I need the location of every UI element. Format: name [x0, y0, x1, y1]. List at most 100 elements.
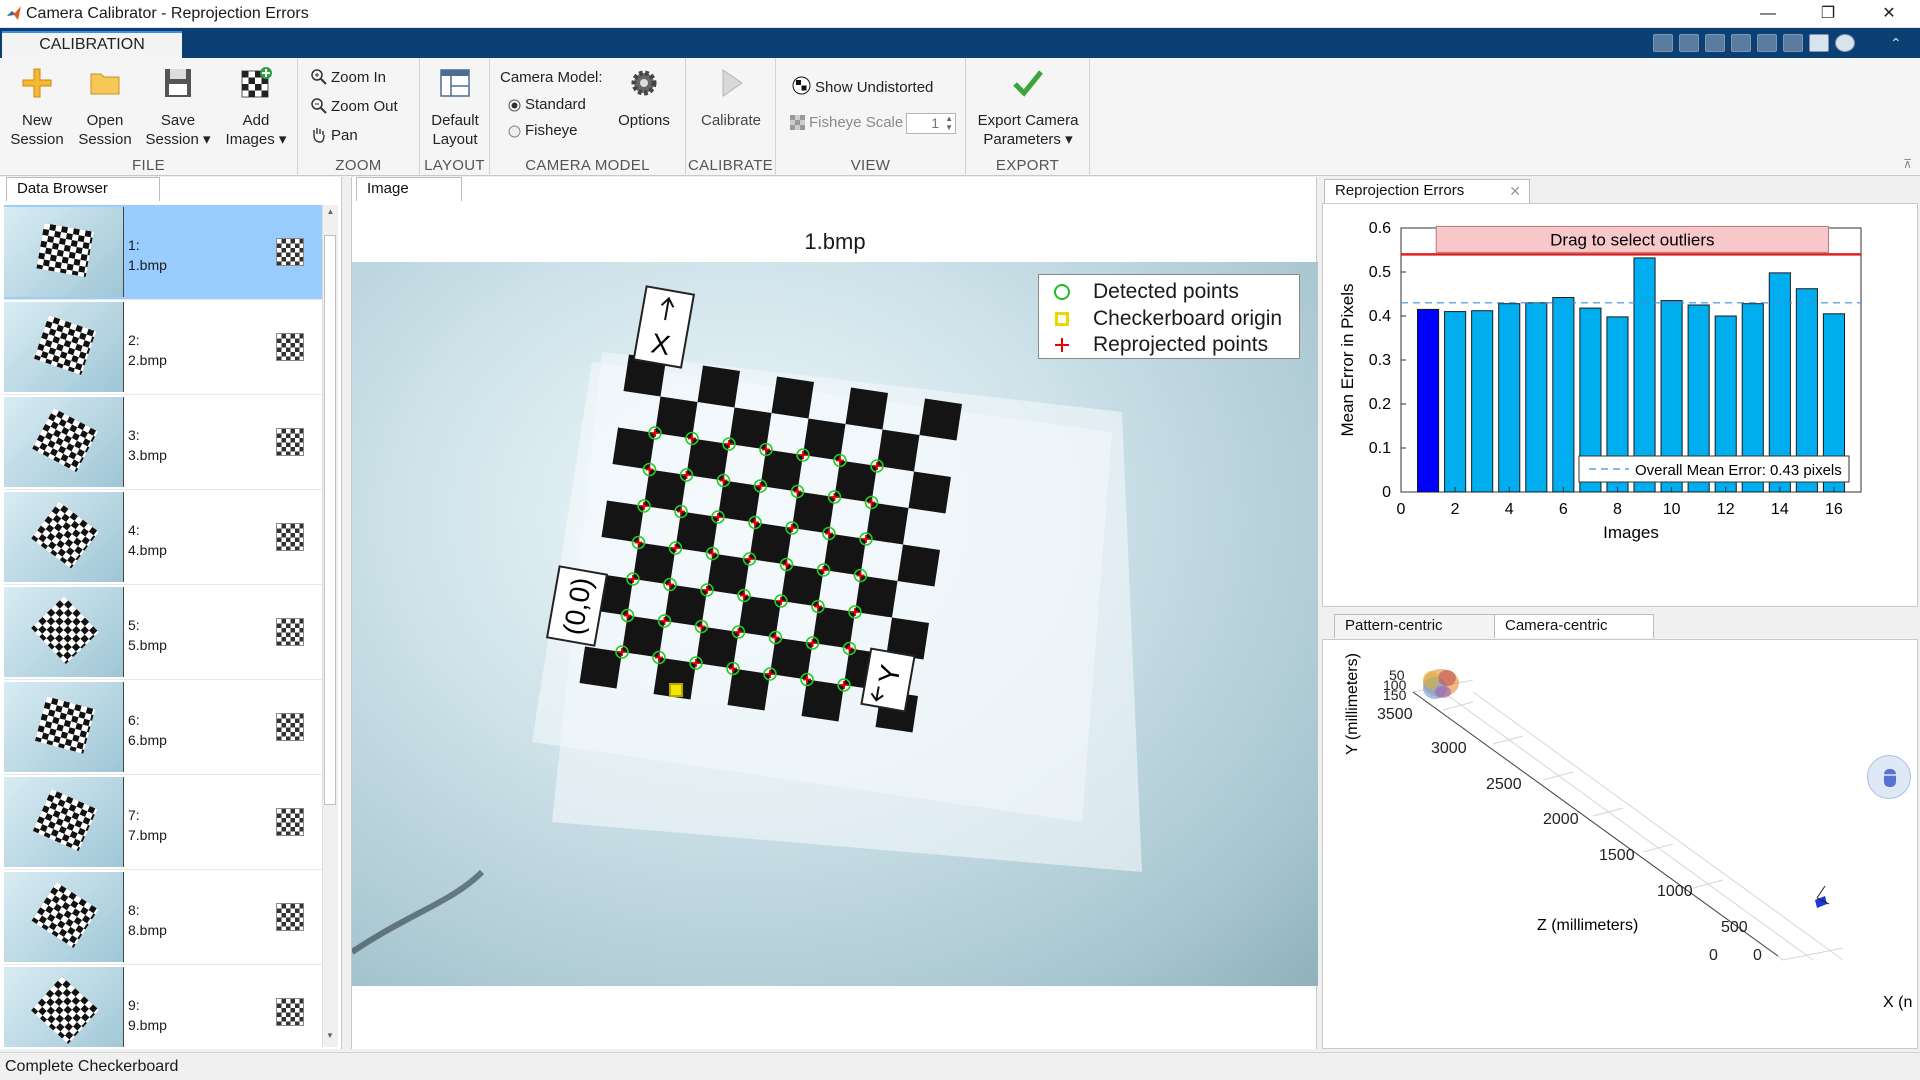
extrinsics-z-label: Z (millimeters) — [1537, 917, 1638, 934]
radio-selected-icon — [508, 99, 521, 112]
list-item[interactable]: 4: 4.bmp — [4, 490, 322, 585]
open-session-button[interactable]: Open Session — [74, 66, 136, 149]
x-tick-label: 16 — [1825, 501, 1843, 518]
scroll-up-icon[interactable]: ▲ — [326, 207, 335, 216]
outlier-label: Drag to select outliers — [1550, 230, 1714, 249]
collapse-ribbon-icon[interactable]: ⌃ — [1890, 35, 1902, 51]
mean-legend-text: Overall Mean Error: 0.43 pixels — [1635, 462, 1842, 479]
scrollbar-thumb[interactable] — [324, 235, 336, 805]
new-session-icon — [22, 68, 52, 98]
close-tab-icon[interactable]: ✕ — [1509, 183, 1521, 199]
paste-icon[interactable] — [1731, 34, 1751, 52]
list-item[interactable]: 2: 2.bmp — [4, 300, 322, 395]
help-icon[interactable] — [1835, 34, 1855, 52]
detected-points — [615, 426, 884, 692]
list-item[interactable]: 1: 1.bmp — [4, 205, 322, 300]
standard-radio[interactable]: Standard — [508, 96, 586, 113]
x-tick-label: 4 — [1505, 501, 1514, 518]
layout-group-label: LAYOUT — [424, 157, 485, 174]
extrinsics-view[interactable]: 3500 3000 2500 2000 1500 1000 500 0 0 50… — [1322, 639, 1918, 1049]
chart-bar — [1633, 257, 1656, 493]
pan-button[interactable]: Pan — [310, 126, 358, 144]
tab-camera-centric[interactable]: Camera-centric — [1494, 614, 1654, 638]
list-item[interactable]: 3: 3.bmp — [4, 395, 322, 490]
add-images-button[interactable]: Add Images ▾ — [220, 66, 292, 149]
save-session-button[interactable]: Save Session ▾ — [142, 66, 214, 149]
chart-bar — [1795, 288, 1818, 493]
fisheye-scale-spinner[interactable]: 1 ▲ ▼ — [906, 113, 956, 134]
file-group: New Session Open Session Save Session ▾ Add… — [0, 58, 298, 176]
rotate-3d-button[interactable] — [1867, 755, 1911, 799]
x-tick-label: 12 — [1717, 501, 1735, 518]
show-undistorted-button[interactable]: Show Undistorted — [792, 76, 933, 96]
status-text: Complete Checkerboard — [5, 1058, 179, 1075]
tab-reprojection-errors[interactable]: Reprojection Errors ✕ — [1324, 179, 1530, 203]
minimize-ribbon-icon[interactable]: ⊼ — [1903, 157, 1912, 171]
pattern-cluster — [1423, 669, 1459, 699]
options-button[interactable]: Options — [612, 66, 676, 130]
hand-icon — [313, 128, 325, 143]
item-filename: 3.bmp — [128, 447, 167, 463]
image-legend: Detected points Checkerboard origin Repr… — [1038, 274, 1300, 359]
camera-model-group-label: CAMERA MODEL — [525, 157, 650, 174]
checkerboard-ball-icon — [792, 76, 811, 95]
data-browser-list: 1: 1.bmp 2: 2.bmp 3: 3.bmp 4: 4.bmp 5: 5.bmp 6: 6.b… — [4, 205, 322, 1047]
chart-bar — [1525, 302, 1548, 493]
redo-icon[interactable] — [1783, 34, 1803, 52]
item-filename: 6.bmp — [128, 732, 167, 748]
item-index: 3: — [128, 427, 140, 443]
item-filename: 7.bmp — [128, 827, 167, 843]
chart-bar — [1552, 297, 1575, 493]
undo-icon[interactable] — [1757, 34, 1777, 52]
chart-axes-box — [1400, 227, 1862, 493]
cut-icon[interactable] — [1679, 34, 1699, 52]
tab-pattern-centric[interactable]: Pattern-centric — [1334, 614, 1502, 638]
y-axis-ticks: 50 100 150 — [1383, 667, 1407, 703]
svg-text:2000: 2000 — [1543, 811, 1579, 828]
save-icon[interactable] — [1653, 34, 1673, 52]
tab-image[interactable]: Image — [356, 177, 462, 201]
extrinsics-y-label: Y (millimeters) — [1344, 653, 1361, 755]
item-index: 2: — [128, 332, 140, 348]
extrinsics-3d-plot: 3500 3000 2500 2000 1500 1000 500 0 0 50… — [1344, 653, 1912, 1011]
new-session-button[interactable]: New Session — [6, 66, 68, 149]
minimize-button[interactable]: — — [1760, 5, 1776, 22]
item-index: 1: — [128, 237, 140, 253]
list-item[interactable]: 8: 8.bmp — [4, 870, 322, 965]
tab-data-browser[interactable]: Data Browser — [6, 177, 160, 201]
list-item[interactable]: 6: 6.bmp — [4, 680, 322, 775]
tab-calibration[interactable]: CALIBRATION — [2, 31, 182, 58]
export-camera-parameters-button[interactable]: Export Camera Parameters ▾ — [970, 66, 1086, 149]
matlab-logo-icon — [7, 6, 21, 20]
zoom-in-button[interactable]: Zoom In — [310, 68, 386, 86]
fisheye-radio[interactable]: Fisheye — [508, 122, 578, 139]
svg-text:1000: 1000 — [1657, 883, 1693, 900]
camera-marker — [1815, 885, 1830, 908]
copy-icon[interactable] — [1705, 34, 1725, 52]
zoom-out-button[interactable]: Zoom Out — [310, 97, 398, 115]
default-layout-button[interactable]: Default Layout — [424, 66, 486, 149]
folder-icon — [90, 73, 120, 95]
window-layout-icon[interactable] — [1809, 34, 1829, 52]
reprojected-points-icon — [1055, 338, 1069, 352]
checkerboard-image[interactable]: X (0,0) Y Detected points Checkerboard o… — [352, 262, 1318, 986]
legend-reprojected: Reprojected points — [1093, 333, 1269, 356]
reprojection-error-chart[interactable]: Drag to select outliers 0 0.1 0.2 0.3 0.4 0.5 0… — [1323, 204, 1919, 608]
calibrate-group: Calibrate CALIBRATE — [686, 58, 776, 176]
list-item[interactable]: 5: 5.bmp — [4, 585, 322, 680]
origin-label: (0,0) — [545, 565, 609, 647]
detected-points-icon — [1054, 284, 1070, 300]
x-tick-label: 2 — [1451, 501, 1460, 518]
camera-model-title: Camera Model: — [500, 69, 603, 86]
x-axis-label: Images — [1603, 523, 1659, 542]
scroll-down-icon[interactable]: ▼ — [326, 1031, 334, 1040]
close-button[interactable]: ✕ — [1882, 5, 1896, 22]
calibrate-button[interactable]: Calibrate — [694, 66, 768, 130]
y-tick-label: 0.2 — [1369, 396, 1391, 413]
legend-origin: Checkerboard origin — [1093, 307, 1283, 330]
restore-button[interactable]: ❐ — [1820, 5, 1836, 22]
extrinsics-x-label: X (n — [1883, 994, 1912, 1011]
item-index: 5: — [128, 617, 140, 633]
list-item[interactable]: 7: 7.bmp — [4, 775, 322, 870]
list-item[interactable]: 9: 9.bmp — [4, 965, 322, 1047]
